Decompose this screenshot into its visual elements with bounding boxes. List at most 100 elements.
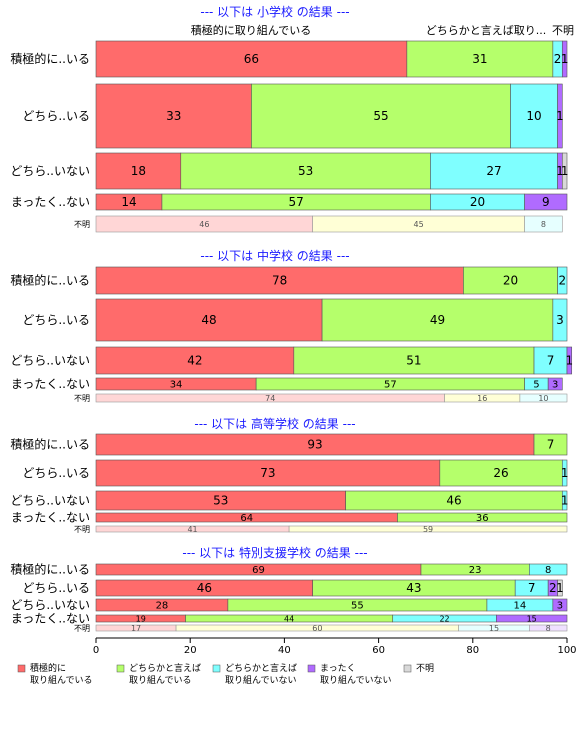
row-label: 積極的に..いる [10,51,90,66]
row-label: まったく..ない [11,195,90,209]
data-label: 20 [470,195,485,209]
bar-segment [533,433,568,456]
bar-segment [529,624,568,632]
bar-segment [533,346,568,375]
bar-segment [519,393,568,403]
data-label: 78 [272,274,287,288]
bar-segment [557,579,563,597]
row-label: 不明 [74,220,90,229]
row-label: どちら..いない [10,354,90,368]
row-label: 積極的に..いる [10,437,90,452]
data-label: 7 [528,581,536,595]
bar-segment [406,40,554,78]
data-label: 10 [538,394,548,403]
data-label: 15 [489,624,499,633]
data-label: 14 [514,601,527,612]
data-label: 10 [526,109,541,123]
bar-segment [561,40,568,78]
data-label: 34 [170,380,183,391]
row-label: どちら..いない [10,598,90,612]
bar-segment [561,152,568,190]
data-label: 1 [556,109,564,123]
data-label: 5 [533,380,539,391]
legend-label: 取り組んでいる [129,674,192,686]
row-label: どちら..いる [22,109,90,123]
bar-segment [293,346,535,375]
bar-segment [95,346,295,375]
data-label: 46 [197,581,212,595]
bar-segment [95,459,441,487]
data-label: 1 [561,52,569,66]
legend-label: どちらかと言えば [129,662,201,674]
top-label-somewhat: どちらかと言えば取り... [426,24,547,37]
data-label: 55 [351,601,364,612]
data-label: 3 [556,313,564,327]
data-label: 19 [136,614,146,623]
bar-segment [524,215,563,233]
data-label: 22 [439,614,449,623]
data-label: 7 [547,354,555,368]
x-tick-label: 100 [557,645,576,656]
legend-label: まったく [320,663,356,674]
data-label: 7 [547,438,555,452]
legend-swatch [116,664,125,673]
row-label: どちら..いる [22,313,90,327]
bar-segment [529,563,568,576]
data-label: 74 [265,394,275,403]
data-label: 16 [477,394,487,403]
row-label: まったく..ない [11,612,90,626]
legend-swatch [212,664,221,673]
data-label: 69 [252,565,265,576]
bar-segment [397,512,568,523]
data-label: 1 [556,164,564,178]
row-label: どちら..いない [10,494,90,508]
data-label: 46 [199,220,209,229]
data-label: 3 [557,601,563,612]
bar-segment [557,266,568,295]
panel-title: --- 以下は 高等学校 の結果 --- [194,416,355,431]
bar-segment [95,83,252,149]
bar-segment [430,152,558,190]
data-label: 20 [503,274,518,288]
legend-swatch [17,664,26,673]
legend-label: 取り組んでいない [320,674,392,686]
data-label: 3 [552,380,558,391]
legend-swatch [403,664,412,673]
bar-segment [95,298,323,342]
data-label: 64 [240,513,253,524]
row-label: 積極的に..いる [10,562,90,577]
data-label: 15 [527,614,537,623]
bar-segment [552,298,568,342]
row-label: 不明 [74,394,90,403]
x-tick-label: 40 [278,645,291,656]
bar-segment [566,346,573,375]
data-label: 1 [561,466,569,480]
data-label: 8 [541,220,546,229]
data-label: 57 [384,380,397,391]
bar-segment [439,459,563,487]
data-label: 45 [414,220,424,229]
data-label: 23 [469,565,482,576]
data-label: 46 [446,494,461,508]
data-label: 51 [406,354,421,368]
data-label: 73 [260,466,275,480]
data-label: 42 [187,354,202,368]
panel-title: --- 以下は 特別支援学校 の結果 --- [182,545,367,560]
data-label: 2 [549,581,557,595]
data-label: 93 [307,438,322,452]
legend-label: 取り組んでいない [225,674,297,686]
data-label: 53 [298,164,313,178]
data-label: 31 [472,52,487,66]
data-label: 60 [312,624,322,633]
x-tick-label: 60 [372,645,385,656]
bar-segment [547,377,563,391]
data-label: 53 [213,494,228,508]
data-label: 59 [423,525,433,534]
data-label: 17 [131,624,141,633]
data-label: 26 [493,466,508,480]
bar-segment [496,614,568,623]
panel-title: --- 以下は 中学校 の結果 --- [200,248,349,263]
legend-label: 積極的に [30,662,66,674]
legend-label: どちらかと言えば [225,662,297,674]
